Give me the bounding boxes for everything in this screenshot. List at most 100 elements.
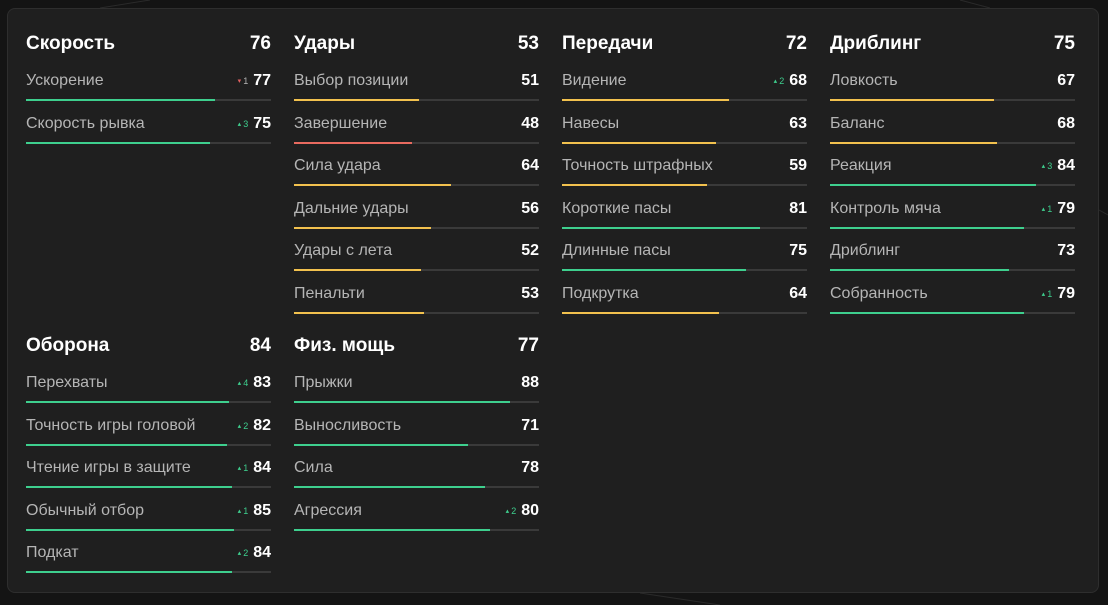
attribute-delta: ▴ 1 (238, 506, 249, 516)
attribute-value: 73 (1057, 242, 1075, 259)
attribute-delta: ▴ 1 (1042, 204, 1053, 214)
arrow-up-icon: ▴ (237, 550, 242, 557)
attribute-value-group: ▴ 2 80 (506, 502, 539, 520)
attribute-bar-fill (294, 311, 424, 314)
attribute-bar-fill (562, 99, 729, 101)
attribute-name: Точность штрафных (562, 157, 713, 174)
attribute-bar-fill (26, 443, 227, 446)
attribute-bar-fill (294, 401, 510, 403)
attribute-bar-fill (294, 184, 451, 186)
category-title: Скорость (26, 33, 116, 54)
attribute-value-group: ▴ 1 79 (1042, 285, 1075, 303)
attribute-value: 79 (1057, 199, 1075, 217)
attribute-value: 59 (789, 157, 807, 174)
attribute-bar-fill (26, 528, 235, 531)
attribute-bar-track (562, 226, 807, 229)
category-rating: 76 (249, 33, 271, 54)
category-udary: Удары 53 Выбор позиции 51 Завершение 48 Сила у… (294, 33, 539, 323)
attribute-name: Подкат (26, 544, 79, 561)
attribute-value: 84 (253, 459, 271, 476)
category-rating: 75 (1053, 33, 1075, 54)
arrow-up-icon: ▴ (237, 422, 242, 430)
attribute-bar-fill (830, 141, 997, 144)
attribute-delta-value: 3 (1047, 161, 1053, 171)
attribute-bar-track (830, 141, 1075, 144)
attribute-bar-track (830, 226, 1075, 229)
attribute-row-sobrannost: Собранность ▴ 1 79 (830, 281, 1075, 324)
arrow-up-icon: ▴ (237, 120, 242, 128)
attribute-bar-fill (26, 99, 215, 101)
attribute-bar-fill (26, 401, 230, 403)
attribute-value: 84 (1057, 157, 1075, 174)
attribute-bar-track (562, 311, 807, 314)
attribute-value-group: 52 (521, 242, 539, 260)
category-dribling: Дриблинг 75 Ловкость 67 Баланс 68 Реакция ▴ 3 84 К… (830, 33, 1075, 323)
attribute-bar-track (294, 528, 539, 531)
attribute-value-group: ▴ 2 82 (238, 417, 271, 435)
category-rating: 72 (785, 33, 807, 54)
attribute-value-group: 78 (521, 459, 539, 477)
attribute-value: 68 (1057, 114, 1075, 132)
attribute-bar-fill (294, 141, 412, 144)
attribute-bar-fill (294, 443, 468, 446)
attribute-bar-fill (562, 184, 707, 186)
attribute-value-group: 67 (1057, 72, 1075, 90)
attribute-bar-track (294, 184, 539, 186)
attributes-panel: Скорость 76 Ускорение ▾ 1 77 Скорость рывка ▴ 3 7… (7, 8, 1099, 593)
category-rating: 53 (517, 33, 539, 54)
attribute-delta-value: 2 (243, 420, 249, 431)
attribute-bar-fill (562, 311, 719, 314)
attribute-name: Навесы (562, 114, 620, 132)
attribute-bar-fill (26, 486, 232, 488)
attribute-name: Ускорение (26, 72, 104, 89)
attribute-bar-track (26, 401, 271, 403)
attribute-value-group: ▴ 3 84 (1042, 157, 1075, 175)
attribute-name: Сила удара (294, 157, 381, 174)
arrow-up-icon: ▴ (237, 380, 242, 387)
attribute-delta-value: 1 (243, 463, 249, 473)
attribute-value-group: 56 (521, 200, 539, 218)
attribute-bar-track (26, 443, 271, 446)
attribute-bar-track (562, 269, 807, 271)
attribute-delta: ▴ 2 (238, 421, 249, 431)
attribute-row-dlinnye-pasy: Длинные пасы 75 (562, 238, 807, 281)
attribute-bar-track (294, 269, 539, 271)
attribute-bar-fill (830, 226, 1024, 229)
attribute-value-group: ▾ 1 77 (238, 72, 271, 90)
attribute-row-korotkie-pasy: Короткие пасы 81 (562, 196, 807, 239)
attribute-value: 71 (521, 416, 539, 434)
attribute-value: 79 (1057, 284, 1075, 302)
attribute-bar-track (562, 99, 807, 101)
attribute-name: Обычный отбор (26, 501, 144, 519)
attribute-name: Баланс (830, 114, 885, 132)
attribute-name: Видение (562, 72, 627, 89)
arrow-up-icon: ▴ (237, 507, 242, 515)
attribute-value-group: 81 (789, 200, 807, 218)
attribute-row-sila: Сила 78 (294, 455, 539, 498)
attribute-value-group: ▴ 3 75 (238, 115, 271, 133)
attribute-row-sila-udara: Сила удара 64 (294, 153, 539, 196)
attribute-value: 53 (521, 284, 539, 302)
attribute-name: Прыжки (294, 374, 353, 391)
category-oborona: Оборона 84 Перехваты ▴ 4 83 Точность игры голо… (26, 335, 271, 583)
attribute-bar-track (562, 184, 807, 186)
attribute-name: Дальние удары (294, 199, 409, 217)
attribute-row-navesy: Навесы 63 (562, 111, 807, 154)
attribute-value: 83 (253, 374, 271, 391)
category-header: Скорость 76 (26, 33, 271, 63)
attribute-value: 64 (789, 284, 807, 302)
attribute-bar-fill (294, 486, 486, 488)
attribute-value-group: 63 (789, 115, 807, 133)
attribute-value: 75 (253, 114, 271, 132)
category-skorost: Скорость 76 Ускорение ▾ 1 77 Скорость рывка ▴ 3 7… (26, 33, 271, 153)
attribute-name: Ловкость (830, 72, 898, 89)
attribute-row-tochnost-igry-golovoy: Точность игры головой ▴ 2 82 (26, 413, 271, 456)
attribute-delta: ▴ 1 (238, 463, 249, 473)
attribute-value: 56 (521, 199, 539, 217)
attribute-name: Дриблинг (830, 242, 901, 259)
category-title: Дриблинг (830, 33, 922, 54)
attribute-value-group: 59 (789, 157, 807, 175)
attribute-row-udary-s-leta: Удары с лета 52 (294, 238, 539, 281)
attribute-bar-fill (294, 99, 419, 101)
attribute-row-dalnie-udary: Дальние удары 56 (294, 196, 539, 239)
